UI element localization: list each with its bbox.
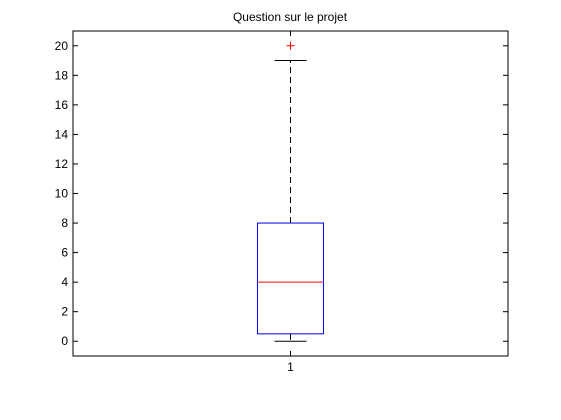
y-tick-label: 10 [55, 187, 69, 201]
x-axis: 1 [287, 31, 294, 374]
plot-area [72, 30, 509, 357]
chart-title: Question sur le projet [233, 10, 348, 24]
y-tick-label: 4 [61, 275, 68, 289]
y-tick-label: 14 [55, 127, 69, 141]
y-tick-label: 20 [55, 39, 69, 53]
y-tick-label: 18 [55, 68, 69, 82]
y-tick-label: 8 [61, 216, 68, 230]
y-tick-label: 6 [61, 246, 68, 260]
y-axis: 0 2 4 6 8 10 12 14 16 18 20 [55, 39, 508, 348]
x-tick-label: 1 [287, 360, 294, 374]
y-tick-label: 0 [61, 334, 68, 348]
y-tick-label: 2 [61, 305, 68, 319]
y-tick-label: 16 [55, 98, 69, 112]
boxes [257, 41, 324, 342]
y-tick-label: 12 [55, 157, 69, 171]
iqr-box [257, 222, 324, 335]
